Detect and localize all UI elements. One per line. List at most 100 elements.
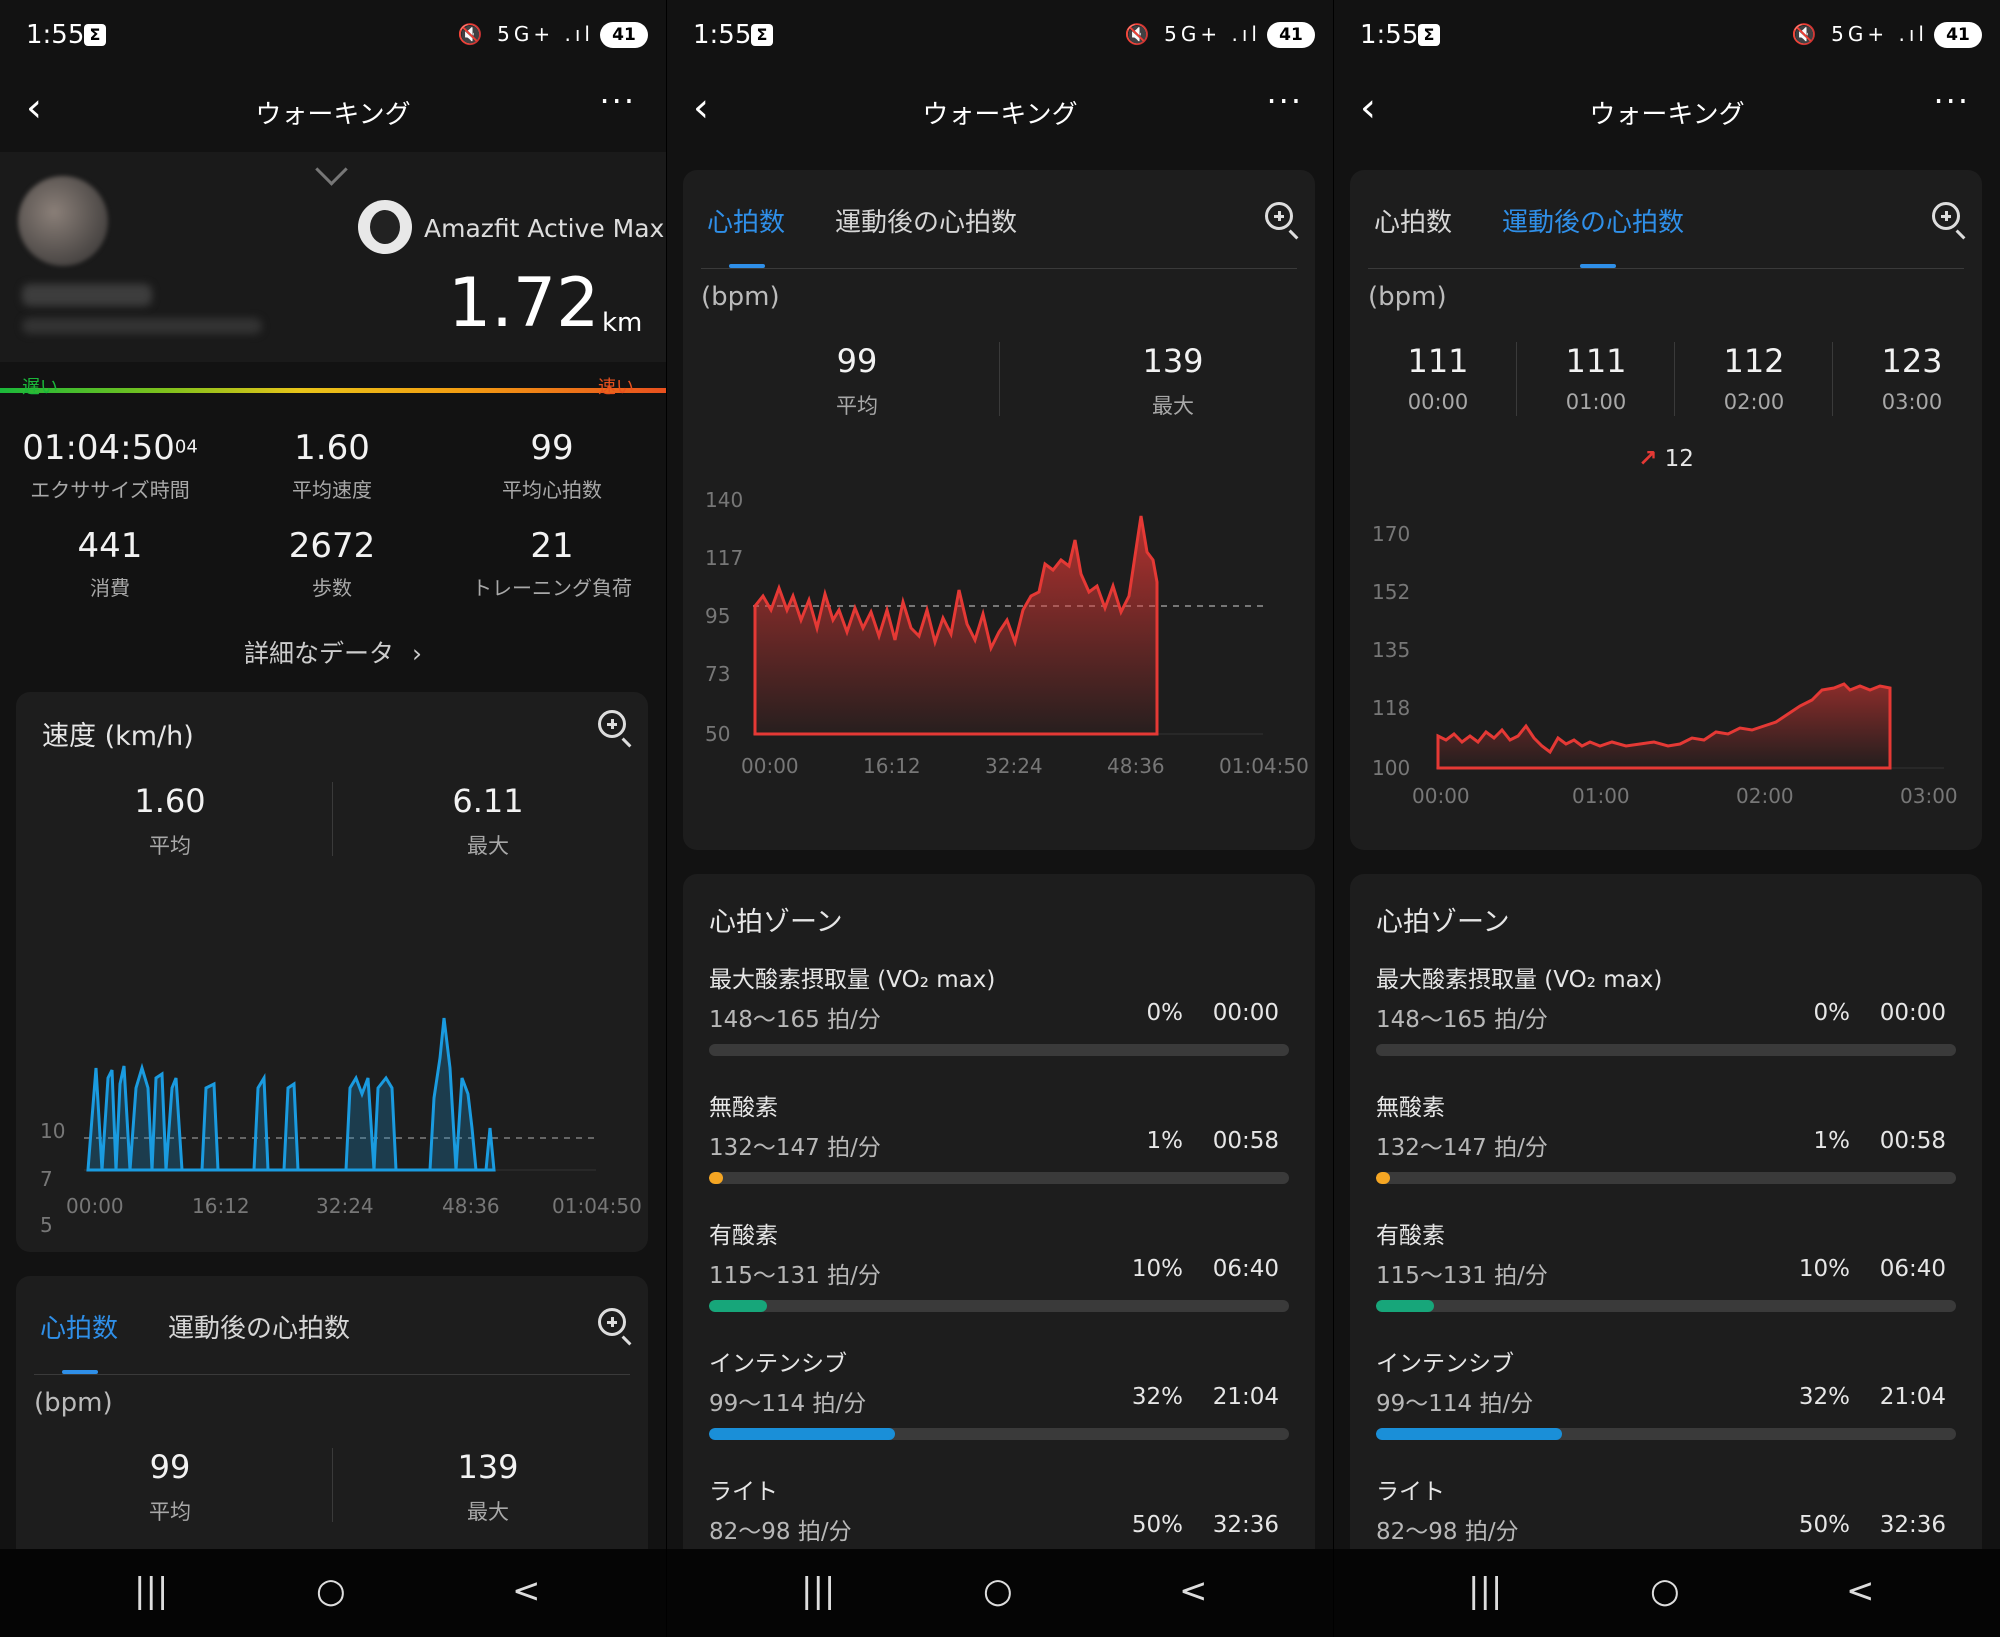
battery-icon: 41 xyxy=(600,22,648,48)
divider xyxy=(332,1448,333,1522)
recent-apps-button[interactable]: ||| xyxy=(801,1571,836,1611)
status-bar: 1:55 Σ 🔇 5G+ .ıl 41 xyxy=(0,0,666,72)
divider xyxy=(1674,342,1675,416)
recent-apps-button[interactable]: ||| xyxy=(1468,1571,1503,1611)
zone-range: 99〜114 拍/分 xyxy=(709,1391,867,1417)
post-hr-time: 01:00 xyxy=(1565,390,1627,414)
post-hr-line xyxy=(1436,682,1892,770)
back-button[interactable]: ‹ xyxy=(26,85,42,131)
more-menu-button[interactable]: ··· xyxy=(599,82,636,120)
stat-steps: 2672 歩数 xyxy=(288,526,376,600)
tab-underline xyxy=(1580,264,1616,268)
more-menu-button[interactable]: ··· xyxy=(1266,82,1303,120)
speed-line xyxy=(86,1017,496,1172)
signal-icons: 🔇 5G+ .ıl xyxy=(457,22,594,46)
tab-heart-rate[interactable]: 心拍数 xyxy=(40,1314,119,1344)
post-hr-chart xyxy=(1436,682,1944,770)
tab-underline xyxy=(62,1370,98,1374)
nav-back-button[interactable]: < xyxy=(1179,1571,1208,1611)
hr-y-tick: 50 xyxy=(705,722,731,746)
stat-exercise-time: 01:04:5004 エクササイズ時間 xyxy=(22,428,198,502)
zone-pct: 32% xyxy=(1131,1384,1183,1410)
more-menu-button[interactable]: ··· xyxy=(1933,82,1970,120)
speed-x-tick: 48:36 xyxy=(442,1194,500,1218)
speed-y-tick: 10 xyxy=(40,1119,65,1143)
speed-max-label: 最大 xyxy=(467,834,509,858)
zone-pct: 32% xyxy=(1798,1384,1850,1410)
back-button[interactable]: ‹ xyxy=(693,85,709,131)
zone-time: 32:36 xyxy=(1879,1512,1946,1538)
post-hr-value: 123 xyxy=(1881,342,1943,380)
speed-x-tick: 01:04:50 xyxy=(552,1194,642,1218)
zone-pct: 50% xyxy=(1798,1512,1850,1538)
page-title: ウォーキング xyxy=(255,100,411,130)
zone-range: 132〜147 拍/分 xyxy=(709,1135,881,1161)
back-button[interactable]: ‹ xyxy=(1360,85,1376,131)
hr-zoom-icon[interactable] xyxy=(1265,202,1299,240)
zone-range: 82〜98 拍/分 xyxy=(1376,1519,1519,1545)
post-hr-x-tick: 00:00 xyxy=(1412,784,1470,808)
post-hr-unit: (bpm) xyxy=(1368,282,1447,312)
app-bar: ‹ ウォーキング ··· xyxy=(0,72,666,152)
zone-name: インテンシブ xyxy=(1376,1351,1514,1377)
tab-heart-rate[interactable]: 心拍数 xyxy=(1374,208,1453,238)
hr-max-label: 最大 xyxy=(467,1500,509,1524)
speed-plot xyxy=(84,1017,596,1172)
hr-card: 心拍数 運動後の心拍数 (bpm) 99 平均 139 最大 140 117 9… xyxy=(683,170,1315,850)
hr-avg-value: 99 xyxy=(149,1448,191,1486)
distance-unit: km xyxy=(602,308,643,338)
home-button[interactable]: ○ xyxy=(983,1571,1013,1611)
user-date-blurred xyxy=(22,318,262,334)
slow-label: 遅い xyxy=(22,377,58,398)
speed-avg-label: 平均 xyxy=(149,834,191,858)
zone-range: 82〜98 拍/分 xyxy=(709,1519,852,1545)
collapse-chevron-icon[interactable] xyxy=(315,153,348,186)
post-hr-y-tick: 100 xyxy=(1372,756,1411,780)
post-hr-value: 112 xyxy=(1723,342,1785,380)
hr-zones-card: 心拍ゾーン 最大酸素摂取量 (VO₂ max) 148〜165 拍/分 0% 0… xyxy=(1350,874,1982,1594)
tab-post-exercise-hr[interactable]: 運動後の心拍数 xyxy=(835,208,1018,238)
divider xyxy=(999,342,1000,416)
recent-apps-button[interactable]: ||| xyxy=(134,1571,169,1611)
hr-y-tick: 140 xyxy=(705,488,744,512)
tab-heart-rate[interactable]: 心拍数 xyxy=(707,208,786,238)
zone-pct: 0% xyxy=(1813,1000,1851,1026)
battery-icon: 41 xyxy=(1934,22,1982,48)
zone-bar xyxy=(1376,1044,1956,1056)
summary-panel: 1:55 Σ 🔇 5G+ .ıl 41 ‹ ウォーキング ··· Amazfit… xyxy=(0,0,666,1637)
speed-zoom-icon[interactable] xyxy=(598,710,632,748)
post-hr-y-tick: 135 xyxy=(1372,638,1411,662)
speed-avg-value: 1.60 xyxy=(134,782,206,820)
zone-bar-fill xyxy=(1376,1300,1434,1312)
post-hr-y-tick: 170 xyxy=(1372,522,1411,546)
hr-y-tick: 117 xyxy=(705,546,744,570)
zones-title: 心拍ゾーン xyxy=(1376,907,1510,938)
post-hr-time: 02:00 xyxy=(1723,390,1785,414)
zone-bar xyxy=(709,1428,1289,1440)
hr-x-tick: 32:24 xyxy=(985,754,1043,778)
zone-bar xyxy=(1376,1172,1956,1184)
home-button[interactable]: ○ xyxy=(316,1571,346,1611)
zone-bar-fill xyxy=(1376,1428,1562,1440)
hr-zoom-icon[interactable] xyxy=(598,1308,632,1346)
zone-name: インテンシブ xyxy=(709,1351,847,1377)
tab-post-exercise-hr[interactable]: 運動後の心拍数 xyxy=(1502,208,1685,238)
zone-bar-fill xyxy=(709,1428,895,1440)
tab-post-exercise-hr[interactable]: 運動後の心拍数 xyxy=(168,1314,351,1344)
hr-avg-value: 99 xyxy=(836,342,878,380)
post-hr-x-tick: 02:00 xyxy=(1736,784,1794,808)
speed-x-tick: 16:12 xyxy=(192,1194,250,1218)
zones-title: 心拍ゾーン xyxy=(709,907,843,938)
zone-time: 06:40 xyxy=(1879,1256,1946,1282)
zone-range: 148〜165 拍/分 xyxy=(1376,1007,1548,1033)
fast-label: 速い xyxy=(598,377,634,398)
nav-back-button[interactable]: < xyxy=(512,1571,541,1611)
hr-x-tick: 01:04:50 xyxy=(1219,754,1309,778)
hr-unit: (bpm) xyxy=(34,1388,113,1418)
details-link[interactable]: 詳細なデータ › xyxy=(244,639,422,668)
home-button[interactable]: ○ xyxy=(1650,1571,1680,1611)
hr-zoom-icon[interactable] xyxy=(1932,202,1966,240)
nav-back-button[interactable]: < xyxy=(1846,1571,1875,1611)
notification-icon: Σ xyxy=(84,24,106,46)
tab-divider xyxy=(34,1374,630,1375)
